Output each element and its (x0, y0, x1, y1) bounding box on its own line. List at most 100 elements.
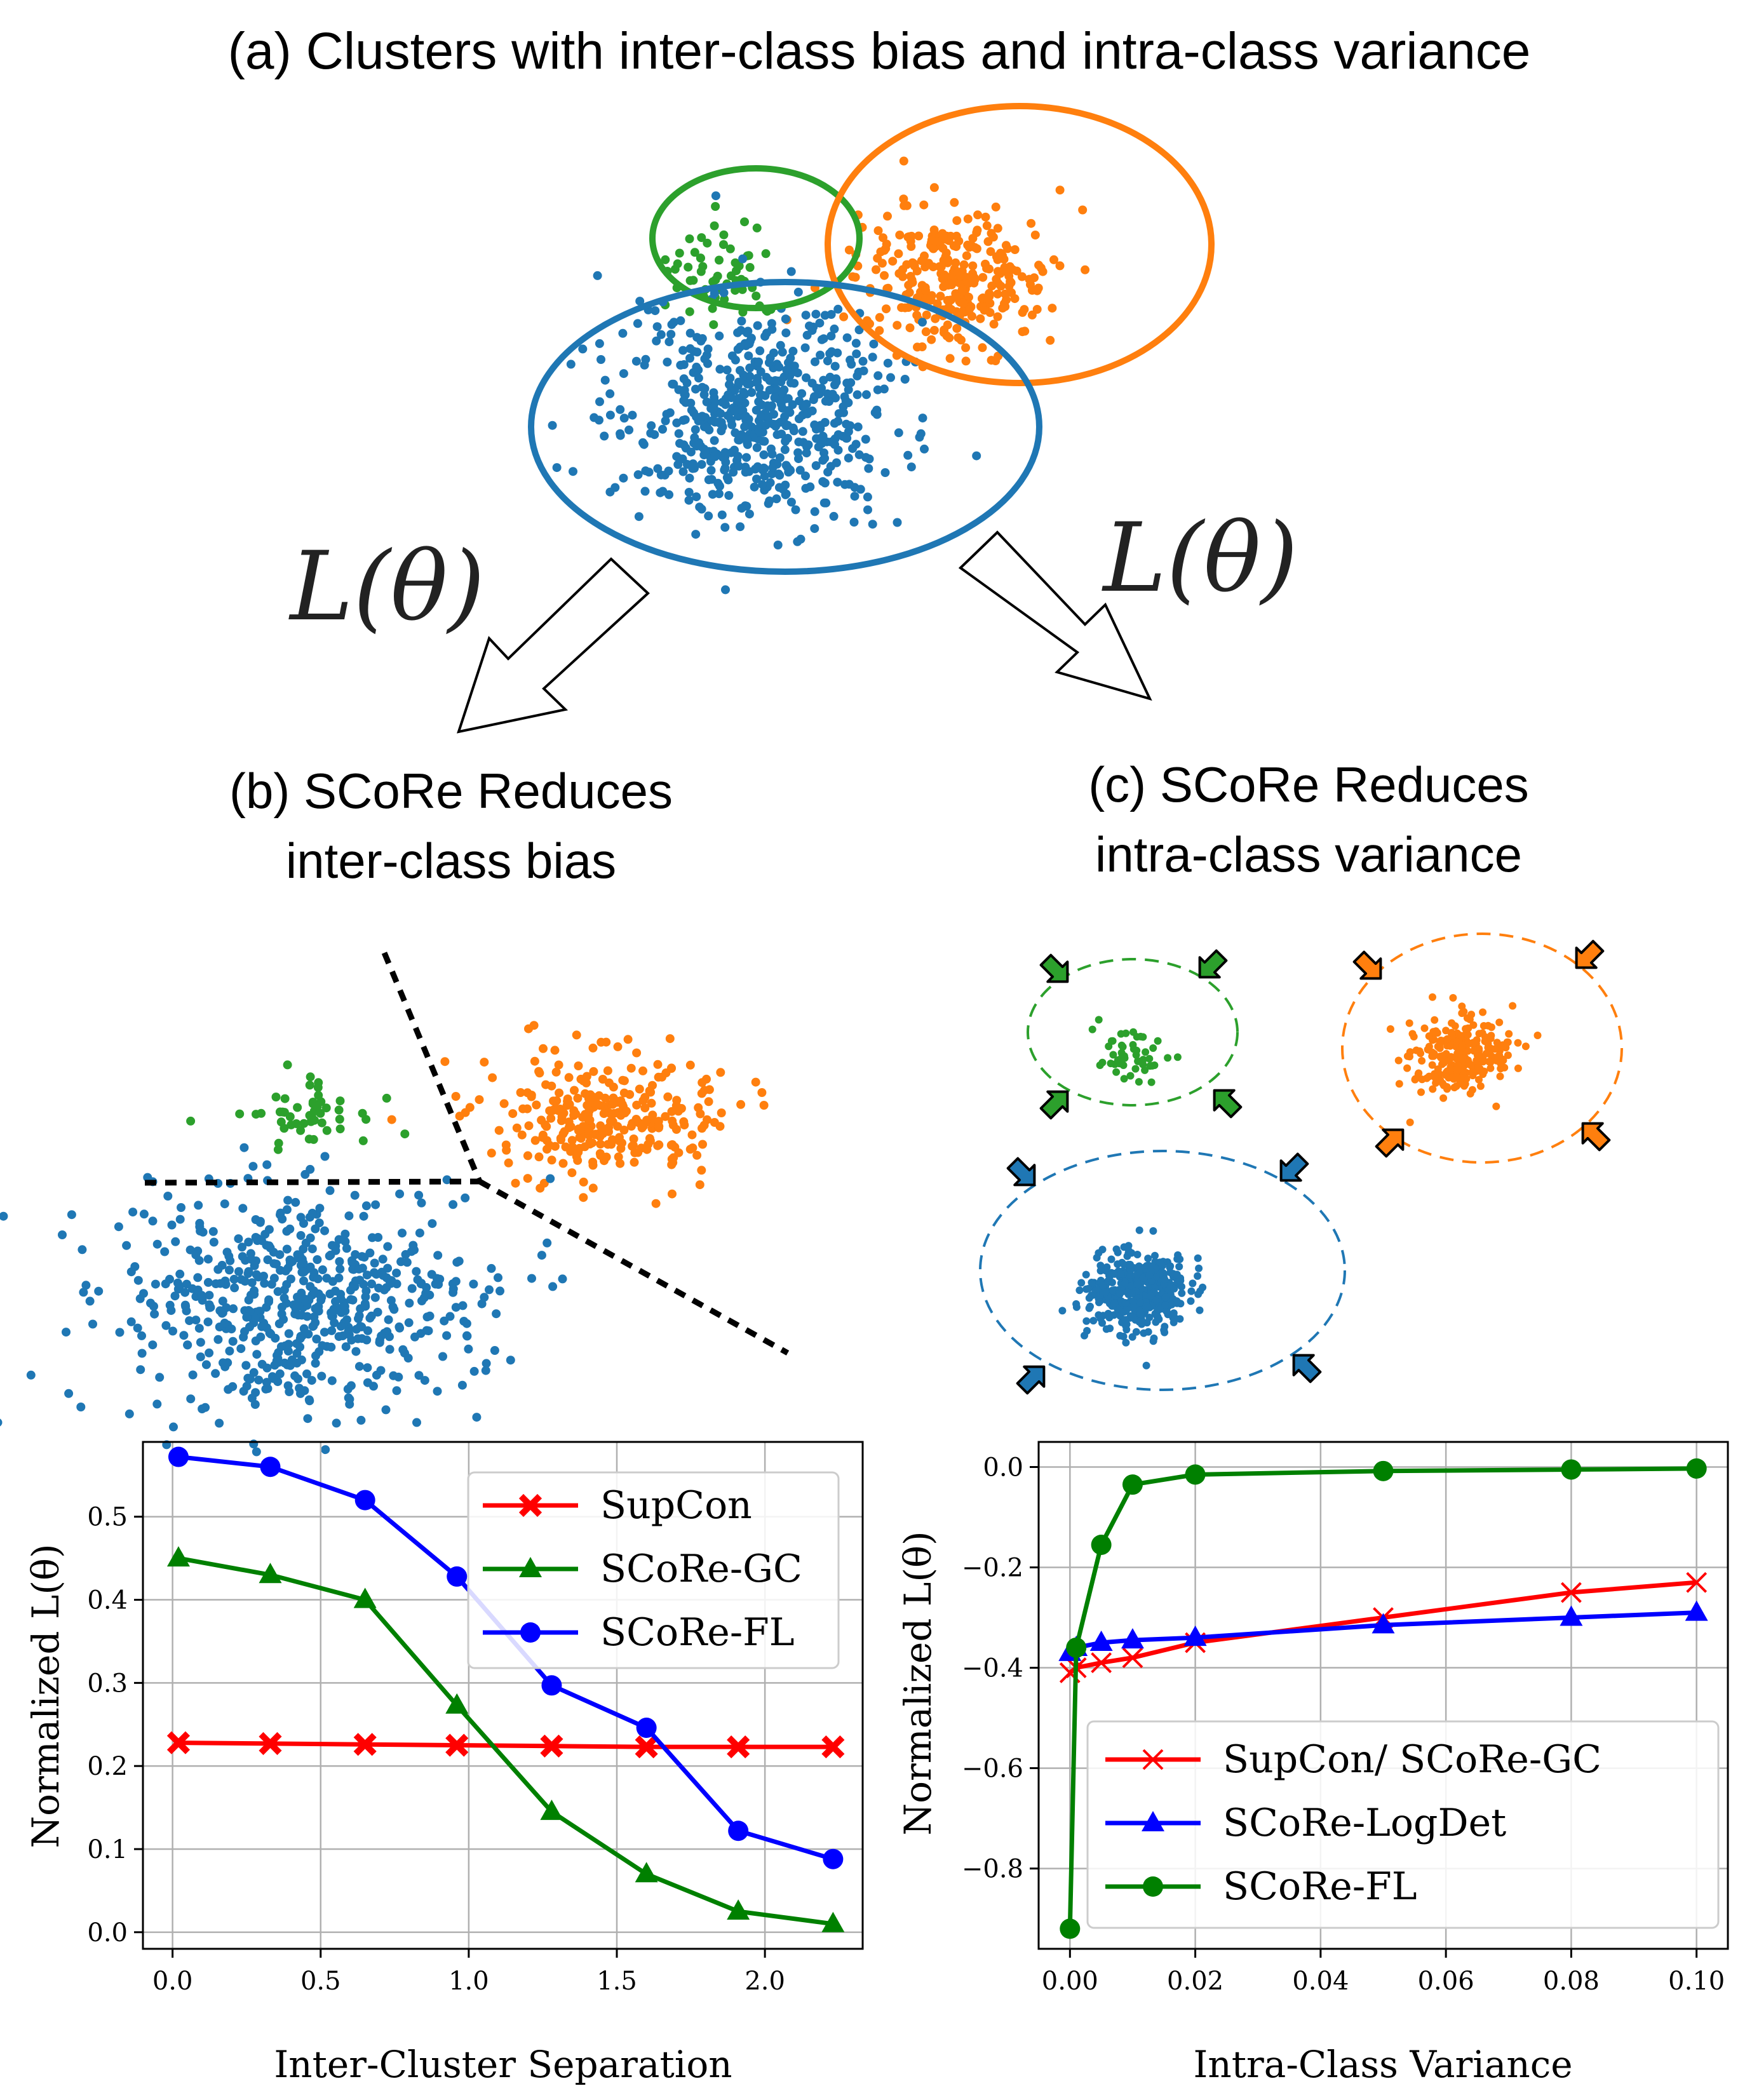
scatter-point (296, 1126, 306, 1135)
scatter-point (606, 1117, 615, 1126)
scatter-point (730, 406, 739, 415)
scatter-point (817, 439, 826, 448)
scatter-point (899, 156, 908, 166)
scatter-point (1085, 1304, 1093, 1312)
scatter-point (1495, 1018, 1504, 1026)
scatter-point (750, 482, 759, 492)
scatter-point (238, 1242, 246, 1252)
scatter-point (469, 1366, 479, 1376)
scatter-point (440, 1057, 450, 1067)
x-tick-label: 1.5 (596, 1967, 637, 1996)
scatter-point (252, 1447, 261, 1457)
inward-arrow (1279, 1152, 1309, 1182)
scatter-point (951, 258, 960, 267)
scatter-point (67, 1210, 76, 1220)
chart1-xlabel: Inter-Cluster Separation (274, 2043, 732, 2086)
scatter-point (328, 1241, 337, 1250)
scatter-point (264, 1241, 274, 1251)
scatter-point (868, 353, 877, 362)
scatter-point (752, 475, 761, 484)
scatter-point (765, 353, 775, 363)
scatter-point (376, 1366, 386, 1375)
scatter-point (347, 1256, 356, 1265)
scatter-point (986, 247, 995, 257)
scatter-point (767, 449, 777, 459)
scatter-point (801, 483, 811, 493)
scatter-point (548, 1106, 558, 1115)
scatter-point (241, 1361, 251, 1370)
scatter-point (823, 356, 832, 366)
scatter-point (255, 1216, 265, 1226)
scatter-point (695, 1180, 704, 1190)
scatter-point (433, 1251, 443, 1260)
scatter-point (662, 410, 671, 419)
scatter-point (527, 1091, 536, 1100)
scatter-point (537, 1251, 546, 1260)
scatter-point (968, 261, 978, 271)
scatter-point (1394, 1056, 1403, 1065)
scatter-point (567, 1136, 577, 1145)
scatter-point (788, 346, 798, 356)
scatter-point (696, 336, 706, 346)
scatter-point (772, 494, 781, 504)
shrink-ellipses (979, 932, 1623, 1391)
scatter-point (325, 1186, 335, 1195)
chart2-ylabel: Normalized L(θ) (896, 1531, 940, 1835)
scatter-point (1055, 185, 1065, 195)
scatter-point (1433, 1029, 1441, 1037)
scatter-point (1010, 245, 1020, 254)
scatter-point (1447, 1065, 1455, 1073)
scatter-point (1140, 1329, 1148, 1337)
scatter-point (1170, 1284, 1178, 1293)
scatter-point (743, 379, 752, 389)
scatter-point (833, 304, 843, 314)
scatter-point (740, 217, 749, 227)
scatter-point (1088, 1279, 1096, 1286)
scatter-point (706, 466, 716, 475)
scatter-point (972, 244, 981, 253)
scatter-point (704, 1097, 713, 1107)
scatter-point (851, 339, 861, 348)
scatter-point (909, 259, 919, 269)
scatter-point (480, 1293, 489, 1302)
scatter-point (1082, 1317, 1091, 1325)
scatter-point (1132, 1328, 1140, 1336)
scatter-point (873, 371, 883, 380)
scatter-point (711, 191, 720, 201)
scatter-point (128, 1208, 138, 1217)
scatter-point (623, 1035, 633, 1044)
scatter-point (1195, 1264, 1203, 1272)
scatter-point (675, 439, 684, 448)
scatter-point (703, 1115, 711, 1124)
scatter-point (457, 1380, 467, 1390)
scatter-point (1112, 1068, 1121, 1076)
scatter-point (873, 226, 883, 236)
data-point (541, 1675, 562, 1696)
scatter-point (976, 314, 985, 323)
scatter-point (299, 1324, 309, 1333)
scatter-point (1075, 1286, 1084, 1295)
data-point (635, 1735, 658, 1759)
scatter-point (1448, 1028, 1455, 1037)
scatter-point (584, 1131, 594, 1140)
scatter-point (765, 376, 774, 386)
scatter-point (844, 454, 853, 463)
scatter-point (451, 1303, 461, 1312)
scatter-point (993, 312, 1002, 321)
scatter-point (988, 232, 998, 242)
scatter-point (869, 339, 879, 349)
x-tick-label: 0.0 (152, 1967, 193, 1996)
scatter-point (767, 325, 777, 334)
scatter-point (826, 332, 836, 340)
scatter-point (672, 418, 682, 427)
scatter-point (710, 452, 720, 461)
scatter-point (58, 1230, 67, 1239)
scatter-point (962, 251, 971, 260)
scatter-point (1122, 1338, 1130, 1347)
scatter-point (462, 1331, 471, 1340)
scatter-point (740, 422, 750, 431)
scatter-point (554, 1060, 563, 1070)
scatter-point (1098, 1281, 1107, 1289)
scatter-point (741, 468, 750, 477)
scatter-point (626, 1063, 636, 1073)
